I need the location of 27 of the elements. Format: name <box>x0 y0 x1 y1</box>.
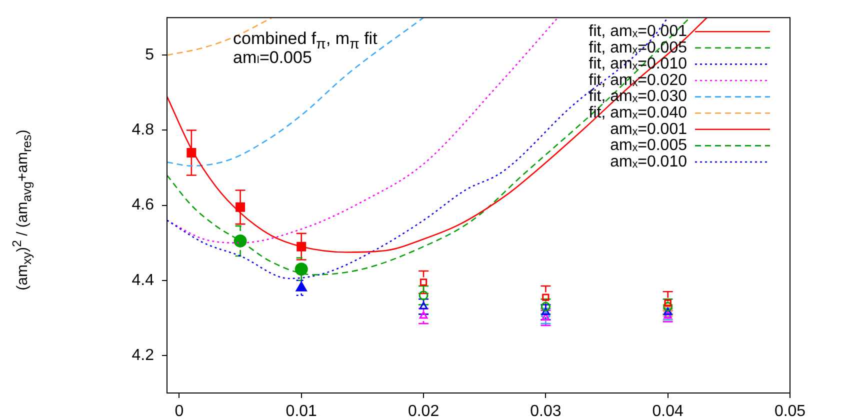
y-tick-label: 5 <box>145 46 154 64</box>
line-series <box>167 18 424 167</box>
point <box>296 281 308 292</box>
point <box>541 308 550 316</box>
point <box>419 311 428 319</box>
y-tick-label: 4.6 <box>132 196 154 214</box>
point <box>664 299 672 306</box>
x-tick-label: 0.02 <box>408 403 440 420</box>
legend-label: fit, amₓ=0.001 <box>588 23 688 40</box>
point <box>419 302 428 310</box>
legend-label: amₓ=0.005 <box>610 137 688 154</box>
point <box>236 202 246 212</box>
x-tick-label: 0.05 <box>774 403 806 420</box>
point <box>541 313 550 321</box>
legend-label: amₓ=0.001 <box>610 120 688 138</box>
legend-label: amₓ=0.010 <box>610 153 688 170</box>
y-tick-label: 4.4 <box>132 272 154 289</box>
y-tick-label: 4.8 <box>132 122 154 139</box>
point <box>662 304 674 317</box>
point <box>294 262 308 276</box>
point <box>420 278 428 286</box>
x-tick-label: 0.01 <box>286 403 318 420</box>
point <box>418 290 428 300</box>
x-tick-label: 0 <box>174 403 184 420</box>
y-tick-label: 4.2 <box>132 346 154 364</box>
x-tick-label: 0.04 <box>652 403 684 420</box>
x-tick-label: 0.03 <box>530 403 562 420</box>
